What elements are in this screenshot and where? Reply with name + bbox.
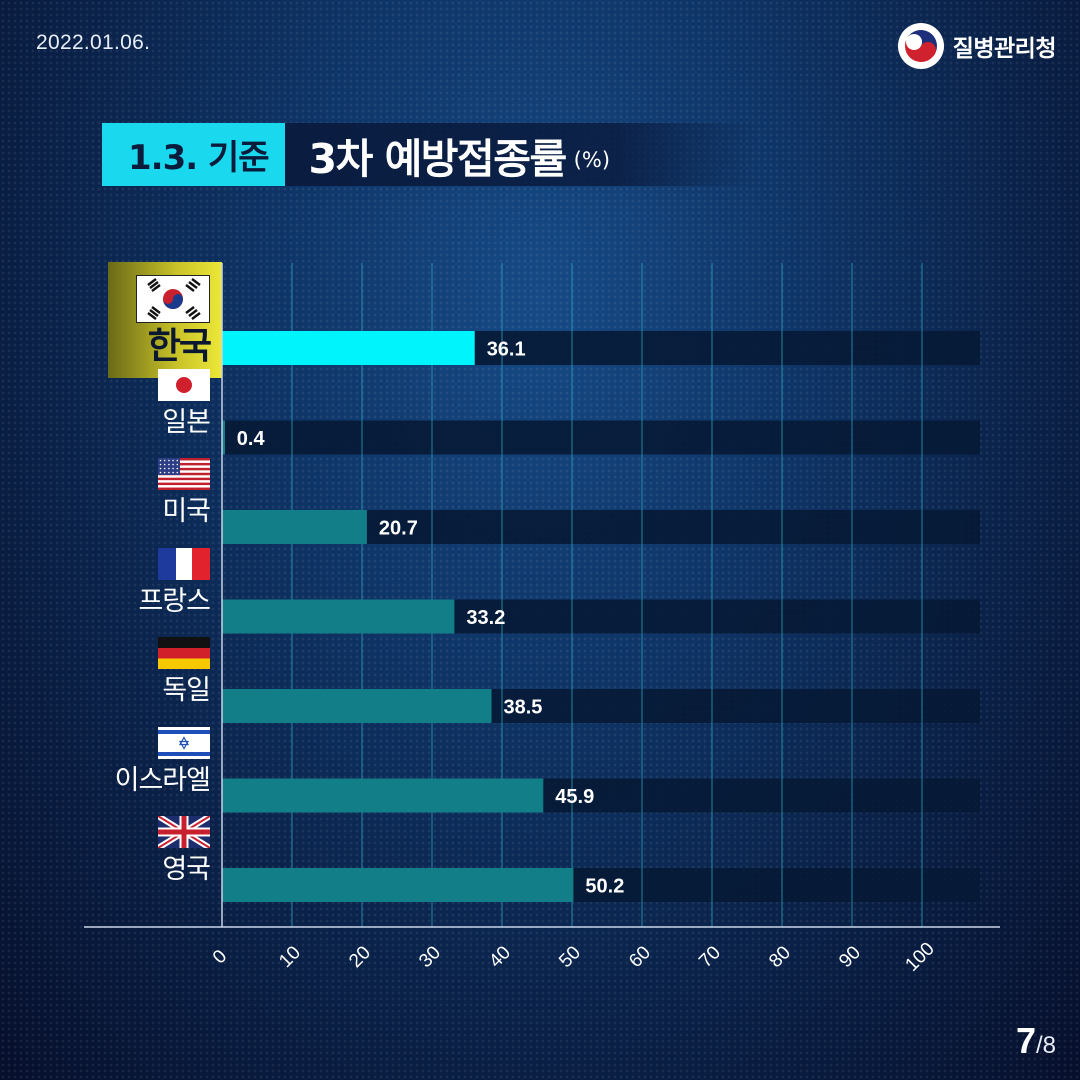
bar-5 bbox=[222, 778, 544, 813]
country-name: 독일 bbox=[162, 675, 211, 706]
chart-title: 3차 예방접종률 bbox=[308, 134, 568, 183]
x-tick-label: 30 bbox=[415, 942, 445, 972]
country-label-0: 한국 bbox=[90, 274, 212, 367]
title-date-tag: 1.3. 기준 bbox=[102, 123, 285, 186]
bar-track bbox=[222, 420, 980, 455]
x-tick-label: 100 bbox=[901, 938, 938, 975]
country-name: 미국 bbox=[162, 496, 211, 527]
org-logo: 질병관리청 bbox=[897, 22, 1057, 70]
uk-flag-icon bbox=[90, 813, 212, 852]
bar-6 bbox=[222, 868, 574, 902]
country-name: 프랑스 bbox=[138, 585, 211, 617]
x-tick-label: 80 bbox=[765, 942, 795, 972]
value-label: 45.9 bbox=[555, 786, 594, 808]
country-name: 영국 bbox=[162, 854, 211, 885]
germany-flag-icon bbox=[90, 637, 210, 673]
bar-0 bbox=[222, 331, 475, 365]
bar-1 bbox=[222, 420, 225, 455]
country-label-6: 영국 bbox=[90, 813, 212, 885]
taeguk-emblem-icon bbox=[897, 23, 944, 69]
bar-4 bbox=[222, 689, 492, 723]
chart-title-banner: 1.3. 기준 3차 예방접종률 (%) bbox=[102, 123, 761, 186]
x-tick-label: 40 bbox=[485, 942, 515, 972]
france-flag-icon bbox=[90, 547, 210, 584]
bar-3 bbox=[222, 599, 455, 634]
usa-flag-icon bbox=[90, 458, 210, 494]
x-tick-label: 70 bbox=[695, 942, 725, 972]
title-main-box: 3차 예방접종률 (%) bbox=[284, 123, 761, 186]
x-tick-label: 10 bbox=[275, 942, 305, 972]
date-label: 2022.01.06. bbox=[36, 31, 151, 54]
org-name: 질병관리청 bbox=[952, 36, 1057, 62]
country-label-4: 독일 bbox=[90, 637, 211, 706]
page-total: /8 bbox=[1035, 1032, 1056, 1059]
country-label-1: 일본 bbox=[90, 368, 211, 438]
bar-2 bbox=[222, 510, 367, 544]
x-tick-label: 0 bbox=[209, 946, 231, 968]
korea-flag-icon bbox=[90, 274, 211, 327]
x-tick-label: 50 bbox=[555, 942, 585, 972]
value-label: 20.7 bbox=[379, 518, 418, 540]
x-tick-label: 20 bbox=[345, 942, 375, 972]
country-label-3: 프랑스 bbox=[90, 547, 211, 617]
chart-unit: (%) bbox=[573, 147, 611, 172]
country-name: 한국 bbox=[147, 326, 212, 367]
country-name: 일본 bbox=[162, 406, 211, 438]
value-label: 0.4 bbox=[237, 428, 266, 450]
x-tick-label: 60 bbox=[625, 942, 655, 972]
country-name: 이스라엘 bbox=[114, 764, 211, 796]
country-label-2: 미국 bbox=[90, 458, 211, 527]
page-indicator: 7/8 bbox=[1016, 1020, 1056, 1062]
value-label: 36.1 bbox=[487, 339, 526, 361]
page-current: 7 bbox=[1015, 1020, 1036, 1061]
value-label: 33.2 bbox=[466, 607, 505, 629]
value-label: 38.5 bbox=[504, 697, 543, 719]
x-tick-label: 90 bbox=[835, 942, 865, 972]
country-label-5: 이스라엘 bbox=[90, 726, 211, 796]
value-label: 50.2 bbox=[585, 876, 624, 898]
israel-flag-icon bbox=[90, 726, 210, 763]
japan-flag-icon bbox=[90, 368, 210, 405]
